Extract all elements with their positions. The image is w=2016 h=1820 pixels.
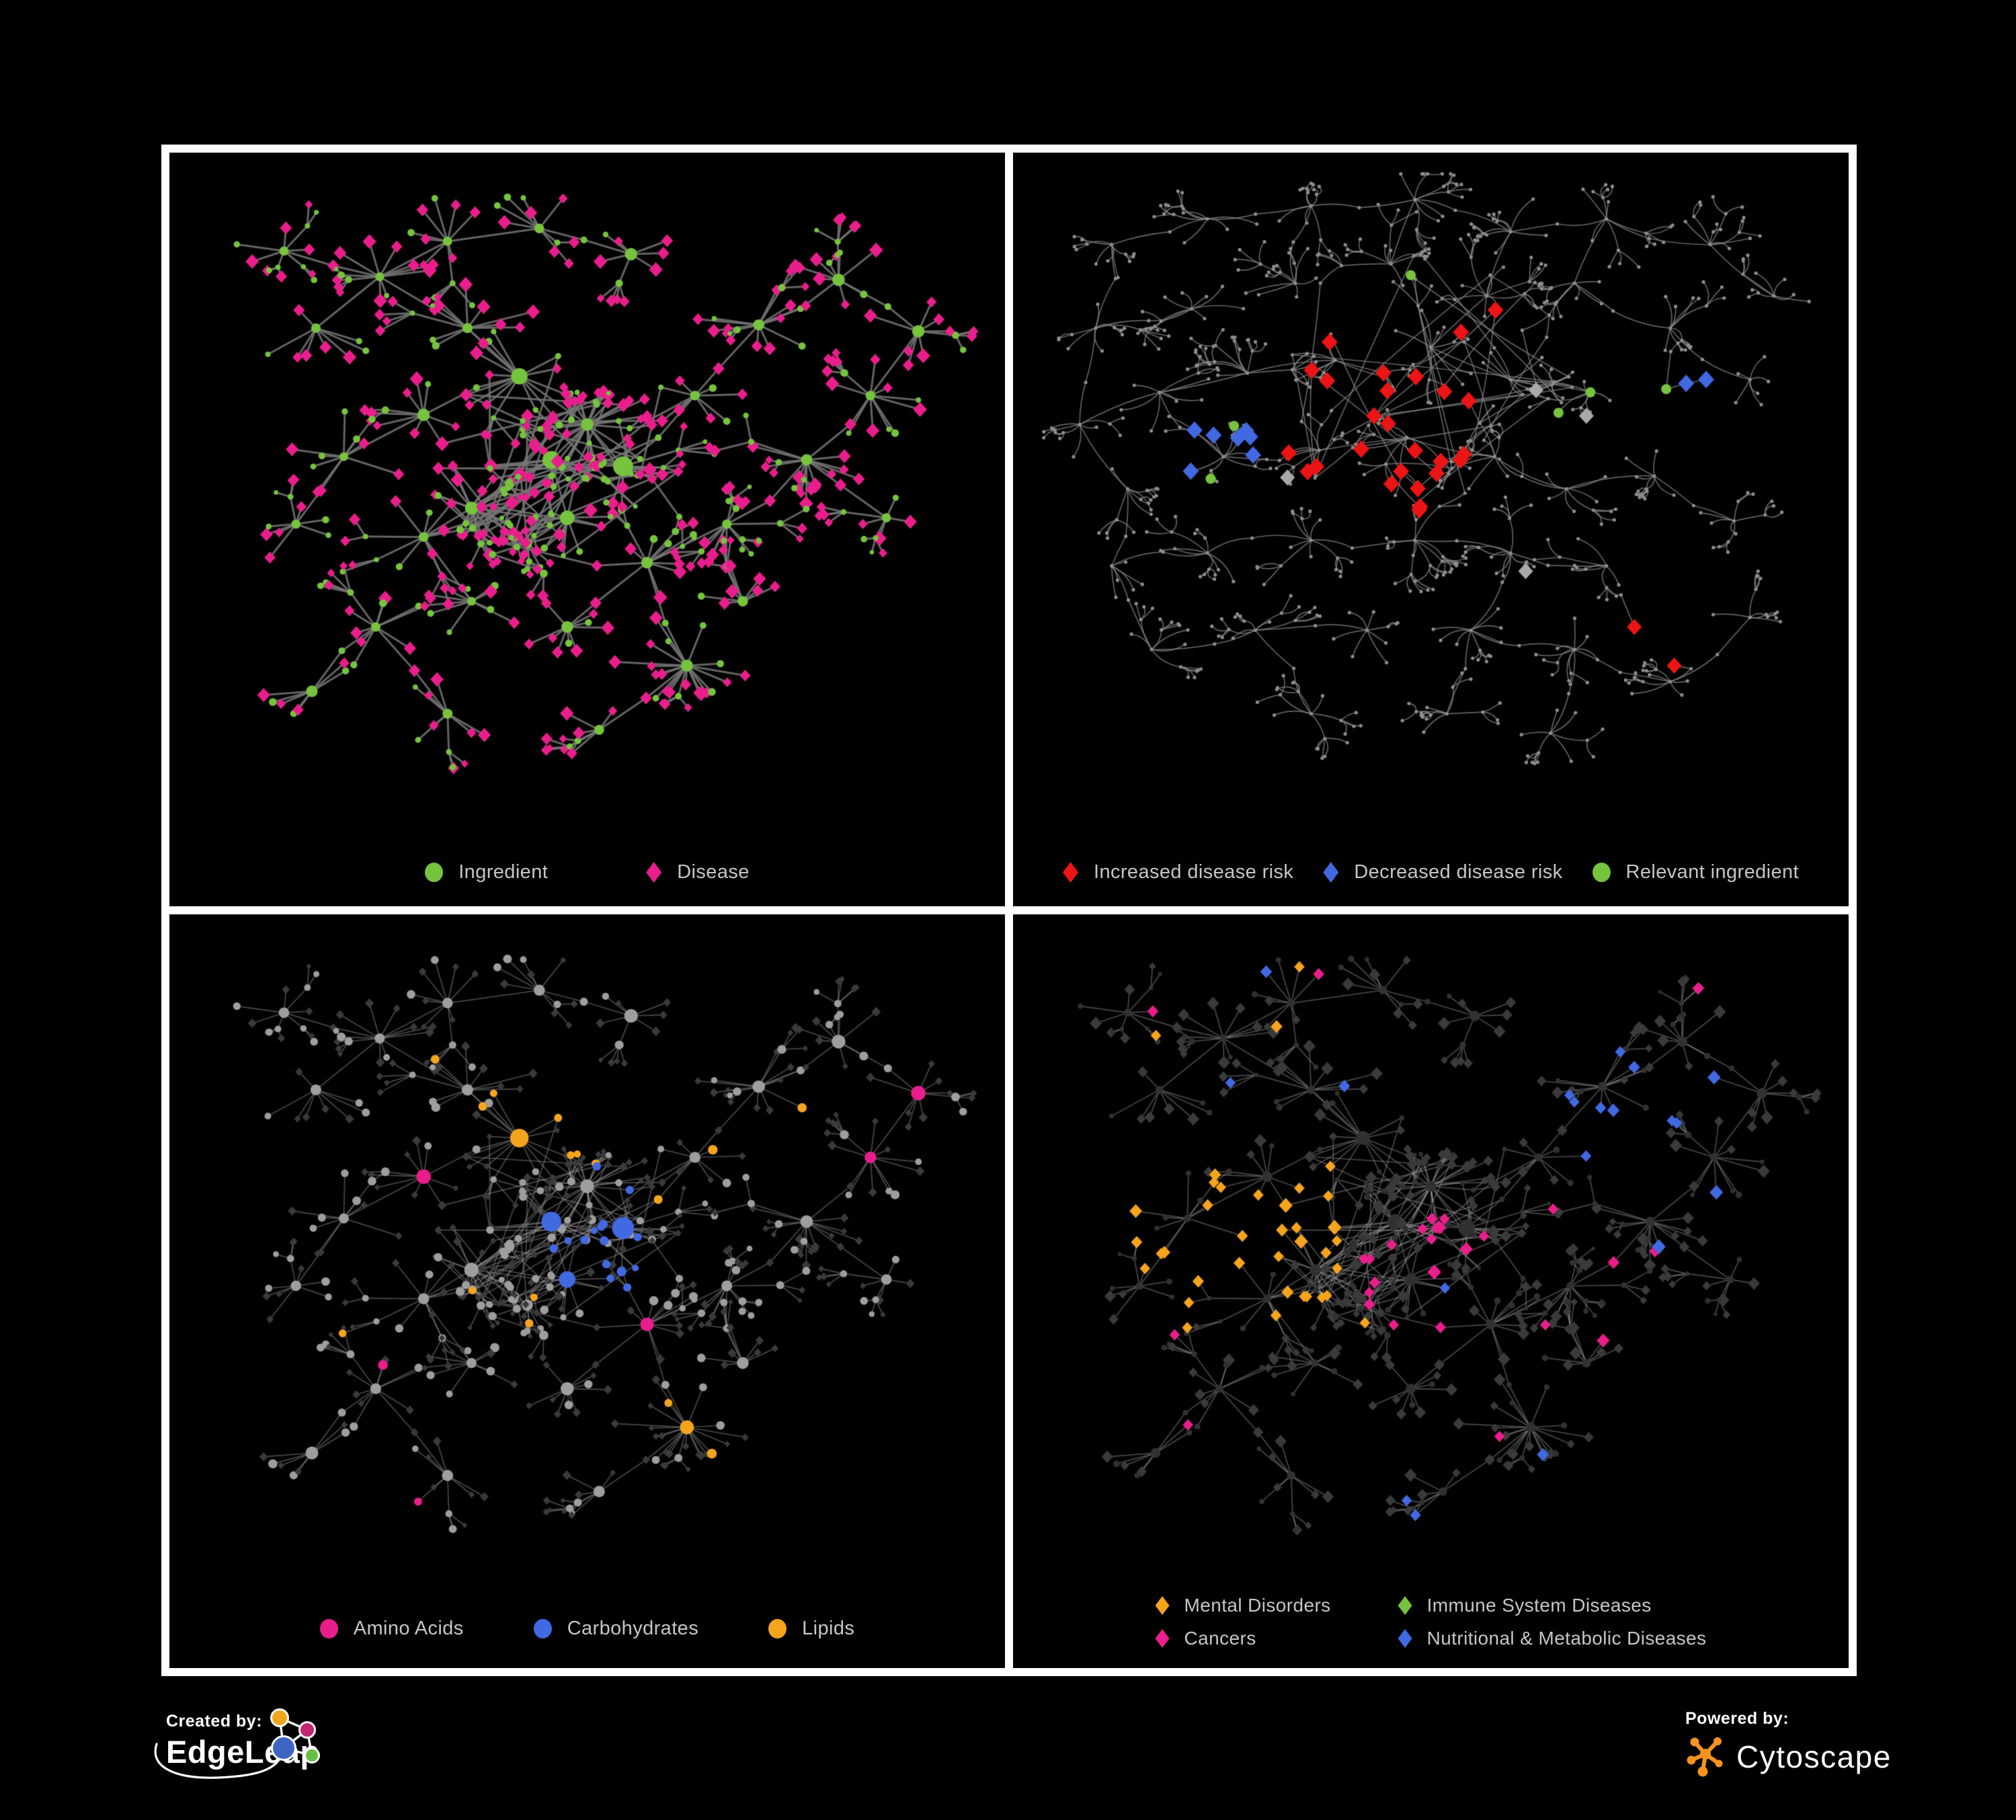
immune-system-diseases-diamond-icon	[1398, 1596, 1412, 1615]
nutritional-metabolic-diseases-diamond-icon	[1398, 1629, 1412, 1648]
legend-label-carbohydrates: Carbohydrates	[567, 1618, 699, 1639]
decreased-risk-diamond-icon	[1323, 862, 1339, 883]
legend-label-ingredient: Ingredient	[458, 861, 549, 883]
legend-disease-classes: Mental Disorders Immune System Diseases …	[1013, 1595, 1849, 1649]
legend-item-carbohydrates: Carbohydrates	[533, 1618, 699, 1640]
network-canvas-disease-classes	[1013, 914, 1849, 1668]
legend-disease-risk: Increased disease risk Decreased disease…	[1013, 861, 1849, 883]
legend-label-increased-risk: Increased disease risk	[1093, 861, 1294, 883]
legend-item-mental-disorders: Mental Disorders	[1155, 1595, 1331, 1616]
amino-acids-circle-icon	[319, 1619, 338, 1638]
legend-label-lipids: Lipids	[802, 1618, 855, 1639]
legend-label-decreased-risk: Decreased disease risk	[1354, 861, 1563, 883]
legend-item-relevant-ingredient: Relevant ingredient	[1592, 861, 1799, 883]
carbohydrates-circle-icon	[533, 1619, 552, 1638]
legend-item-lipids: Lipids	[768, 1618, 854, 1640]
powered-by-label: Powered by:	[1685, 1709, 1789, 1728]
cytoscape-logo-icon	[1687, 1737, 1723, 1777]
increased-risk-diamond-icon	[1062, 862, 1078, 883]
panel-ingredient-classes: Amino Acids Carbohydrates Lipids	[169, 914, 1005, 1668]
legend-item-disease: Disease	[646, 861, 750, 883]
legend-ingredient-classes: Amino Acids Carbohydrates Lipids	[169, 1618, 1005, 1640]
legend-label-cancers: Cancers	[1184, 1628, 1256, 1649]
legend-label-mental-disorders: Mental Disorders	[1184, 1595, 1331, 1616]
created-by-label: Created by:	[166, 1712, 263, 1731]
edgeleap-swoosh-icon	[154, 1743, 284, 1779]
legend-item-cancers: Cancers	[1155, 1628, 1331, 1649]
cancers-diamond-icon	[1155, 1629, 1170, 1648]
cytoscape-branding: Powered by: Cytoscape	[1685, 1709, 1892, 1781]
legend-item-nutritional-metabolic-diseases: Nutritional & Metabolic Diseases	[1398, 1628, 1707, 1649]
mental-disorders-diamond-icon	[1155, 1596, 1170, 1615]
disease-diamond-icon	[646, 862, 662, 883]
legend-ingredient-disease: Ingredient Disease	[169, 861, 1005, 883]
legend-item-amino-acids: Amino Acids	[319, 1618, 464, 1640]
panel-ingredient-disease: Ingredient Disease	[169, 153, 1005, 906]
legend-label-relevant-ingredient: Relevant ingredient	[1625, 861, 1800, 883]
legend-label-nutritional-metabolic-diseases: Nutritional & Metabolic Diseases	[1426, 1628, 1707, 1649]
edgeleap-network-logo-icon	[270, 1708, 320, 1764]
ingredient-circle-icon	[425, 863, 444, 882]
figure-grid: Ingredient Disease Increased disease ris…	[161, 145, 1857, 1676]
legend-item-increased-risk: Increased disease risk	[1062, 861, 1294, 883]
legend-label-immune-system-diseases: Immune System Diseases	[1426, 1595, 1652, 1616]
legend-item-decreased-risk: Decreased disease risk	[1323, 861, 1562, 883]
network-canvas-disease-risk	[1013, 153, 1849, 906]
cytoscape-wordmark: Cytoscape	[1736, 1739, 1892, 1774]
legend-label-amino-acids: Amino Acids	[353, 1618, 464, 1639]
relevant-ingredient-circle-icon	[1592, 863, 1611, 882]
network-canvas-ingredient-disease	[169, 153, 1005, 906]
network-canvas-ingredient-classes	[169, 914, 1005, 1668]
panel-disease-risk: Increased disease risk Decreased disease…	[1013, 153, 1849, 906]
lipids-circle-icon	[768, 1619, 787, 1638]
legend-item-immune-system-diseases: Immune System Diseases	[1398, 1595, 1707, 1616]
legend-label-disease: Disease	[677, 861, 750, 883]
legend-item-ingredient: Ingredient	[425, 861, 548, 883]
panel-disease-classes: Mental Disorders Immune System Diseases …	[1013, 914, 1849, 1668]
